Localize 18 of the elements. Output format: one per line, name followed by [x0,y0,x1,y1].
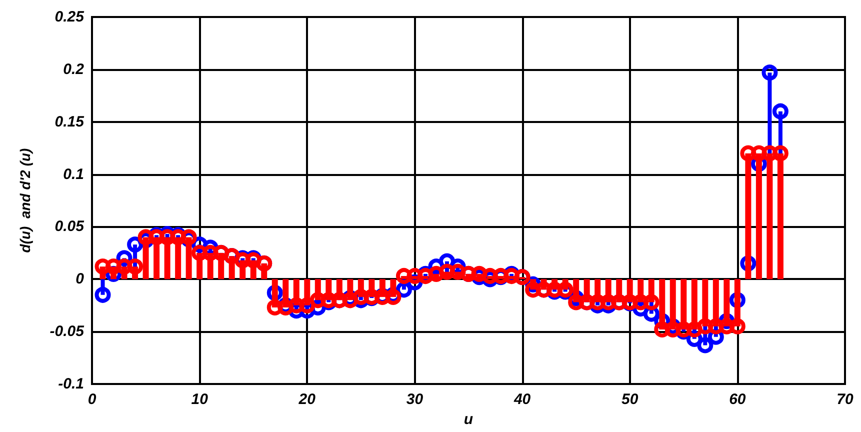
y-tick-label: 0.25 [54,8,85,26]
y-tick-label: 0 [76,270,85,288]
x-axis-title: u [464,410,474,428]
y-tick-label: 0.1 [63,166,84,183]
y-tick-label: 0.05 [54,218,85,236]
x-tick-label: 0 [88,391,97,408]
x-tick-label: 50 [622,391,639,408]
x-tick-label: 70 [836,391,854,408]
y-axis-title: d(u) and d'2 (u) [17,148,33,253]
x-tick-label: 30 [406,391,424,408]
x-tick-label: 60 [729,391,746,408]
x-tick-label: 40 [512,391,532,408]
y-tick-label: 0.2 [63,60,85,78]
x-tick-label: 20 [298,391,316,408]
y-tick-label: -0.05 [50,323,85,340]
x-tick-label: 10 [191,391,209,408]
y-tick-label: 0.15 [54,113,85,130]
y-tick-label: -0.1 [58,376,84,392]
